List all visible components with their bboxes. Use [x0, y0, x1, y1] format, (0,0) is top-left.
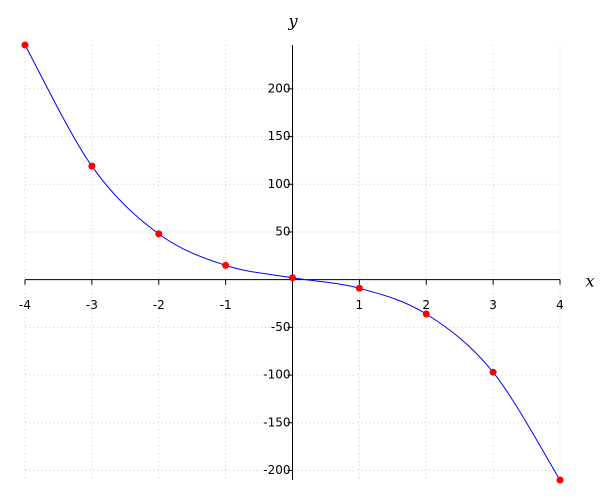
x-tick-label: 1 [356, 298, 364, 312]
x-tick-label: -2 [153, 298, 165, 312]
y-tick-label: 200 [268, 81, 291, 95]
y-tick-label: -200 [263, 463, 290, 477]
y-tick-label: 50 [275, 224, 290, 238]
point [489, 368, 497, 376]
y-tick-label: -50 [271, 320, 291, 334]
x-tick-label: -4 [19, 298, 31, 312]
x-tick-label: -3 [86, 298, 98, 312]
y-tick-label: 100 [268, 177, 291, 191]
y-tick-label: -150 [263, 415, 290, 429]
point [422, 310, 430, 318]
y-tick-label: 150 [268, 129, 291, 143]
y-axis-label: y [287, 12, 298, 31]
x-axis-label: x [585, 272, 594, 291]
x-tick-label: 4 [556, 298, 564, 312]
point [556, 476, 564, 484]
point [355, 284, 363, 292]
x-tick-label: 2 [422, 298, 430, 312]
x-tick-label: 3 [489, 298, 497, 312]
point [222, 261, 230, 269]
x-tick-label: -1 [220, 298, 232, 312]
point [155, 230, 163, 238]
point [289, 274, 296, 282]
point [88, 162, 96, 170]
point [21, 41, 29, 49]
y-tick-label: -100 [263, 368, 290, 382]
